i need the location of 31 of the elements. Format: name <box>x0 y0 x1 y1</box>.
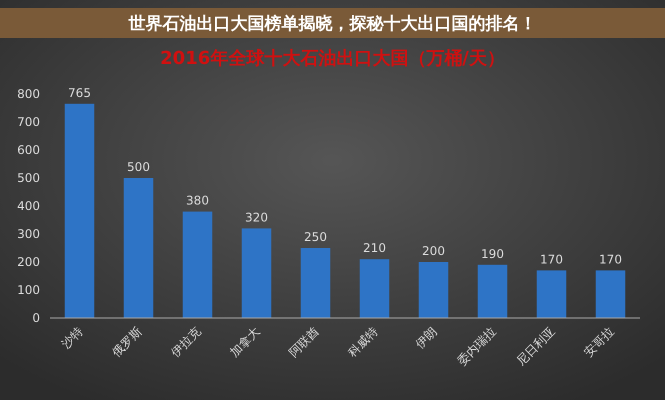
x-tick-label: 俄罗斯 <box>109 324 145 360</box>
y-tick-label: 100 <box>17 283 40 297</box>
y-tick-label: 400 <box>17 199 40 213</box>
y-tick-label: 0 <box>32 311 40 325</box>
chart-title: 2016年全球十大石油出口大国（万桶/天） <box>160 48 505 69</box>
data-label: 500 <box>127 160 150 174</box>
x-tick-label: 伊拉克 <box>168 324 204 360</box>
x-tick-label: 沙特 <box>58 324 86 352</box>
data-label: 250 <box>304 230 327 244</box>
data-label: 210 <box>363 241 386 256</box>
y-tick-label: 700 <box>17 115 40 129</box>
data-label: 190 <box>481 246 504 261</box>
data-label: 320 <box>245 210 268 224</box>
x-tick-label: 伊朗 <box>412 324 440 352</box>
y-tick-label: 200 <box>17 255 40 269</box>
x-tick-label: 委内瑞拉 <box>454 324 499 368</box>
data-label: 170 <box>540 252 563 266</box>
y-tick-label: 300 <box>17 227 40 241</box>
x-tick-label: 尼日利亚 <box>514 324 558 368</box>
data-label: 380 <box>186 194 209 208</box>
text: 世界石油出口大国榜单揭晓，探秘十大出口国的排名！ <box>128 14 536 34</box>
x-tick-label: 科威特 <box>345 324 381 360</box>
y-tick-label: 800 <box>17 87 40 101</box>
x-tick-label: 安哥拉 <box>581 324 617 360</box>
data-label: 170 <box>599 252 622 266</box>
x-tick-label: 加拿大 <box>227 324 263 360</box>
data-label: 765 <box>68 86 91 100</box>
x-tick-label: 阿联酋 <box>286 324 322 360</box>
data-label: 200 <box>422 244 445 258</box>
y-tick-label: 600 <box>17 143 40 157</box>
y-tick-label: 500 <box>17 171 40 185</box>
